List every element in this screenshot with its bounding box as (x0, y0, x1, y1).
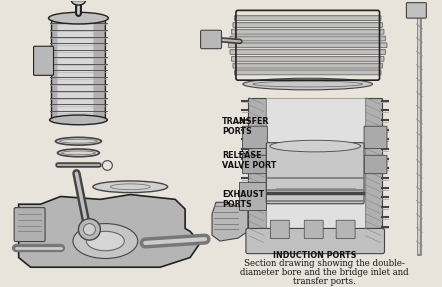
FancyBboxPatch shape (248, 98, 266, 238)
Ellipse shape (87, 231, 124, 251)
FancyBboxPatch shape (52, 17, 105, 121)
Text: EXHAUST
PORTS: EXHAUST PORTS (222, 190, 264, 209)
Ellipse shape (49, 12, 108, 24)
FancyBboxPatch shape (364, 155, 387, 174)
Text: TRANSFER
PORTS: TRANSFER PORTS (222, 117, 270, 136)
FancyBboxPatch shape (229, 43, 387, 48)
Text: diameter bore and the bridge inlet and: diameter bore and the bridge inlet and (240, 268, 409, 277)
Ellipse shape (57, 149, 99, 157)
FancyBboxPatch shape (234, 16, 381, 21)
Circle shape (84, 224, 95, 235)
Polygon shape (212, 202, 248, 241)
FancyBboxPatch shape (232, 57, 384, 61)
FancyBboxPatch shape (271, 220, 289, 238)
FancyBboxPatch shape (14, 208, 45, 242)
FancyBboxPatch shape (233, 22, 382, 27)
Polygon shape (19, 195, 200, 267)
Ellipse shape (73, 224, 138, 259)
Ellipse shape (243, 78, 373, 90)
FancyBboxPatch shape (234, 70, 381, 75)
FancyBboxPatch shape (34, 46, 53, 75)
FancyBboxPatch shape (230, 50, 385, 55)
FancyBboxPatch shape (266, 98, 365, 238)
FancyBboxPatch shape (336, 220, 355, 238)
Ellipse shape (50, 115, 107, 125)
FancyBboxPatch shape (406, 3, 427, 18)
FancyBboxPatch shape (242, 126, 267, 148)
FancyBboxPatch shape (240, 183, 267, 211)
FancyBboxPatch shape (242, 155, 267, 174)
Ellipse shape (72, 0, 85, 5)
FancyBboxPatch shape (267, 143, 364, 204)
Ellipse shape (56, 137, 101, 145)
FancyBboxPatch shape (232, 29, 384, 34)
Ellipse shape (93, 181, 168, 193)
Text: RELEASE
VALVE PORT: RELEASE VALVE PORT (222, 151, 276, 170)
FancyBboxPatch shape (304, 220, 323, 238)
FancyBboxPatch shape (246, 228, 385, 254)
Text: Section drawing showing the double-: Section drawing showing the double- (244, 259, 405, 268)
FancyBboxPatch shape (365, 98, 382, 238)
Ellipse shape (270, 140, 361, 152)
FancyBboxPatch shape (70, 0, 87, 1)
FancyBboxPatch shape (201, 30, 221, 49)
Text: transfer ports.: transfer ports. (293, 277, 356, 286)
FancyBboxPatch shape (230, 36, 385, 41)
Text: INDUCTION PORTS: INDUCTION PORTS (273, 251, 356, 260)
Circle shape (78, 219, 100, 240)
FancyBboxPatch shape (57, 19, 93, 119)
FancyBboxPatch shape (364, 126, 387, 148)
FancyBboxPatch shape (233, 63, 382, 68)
